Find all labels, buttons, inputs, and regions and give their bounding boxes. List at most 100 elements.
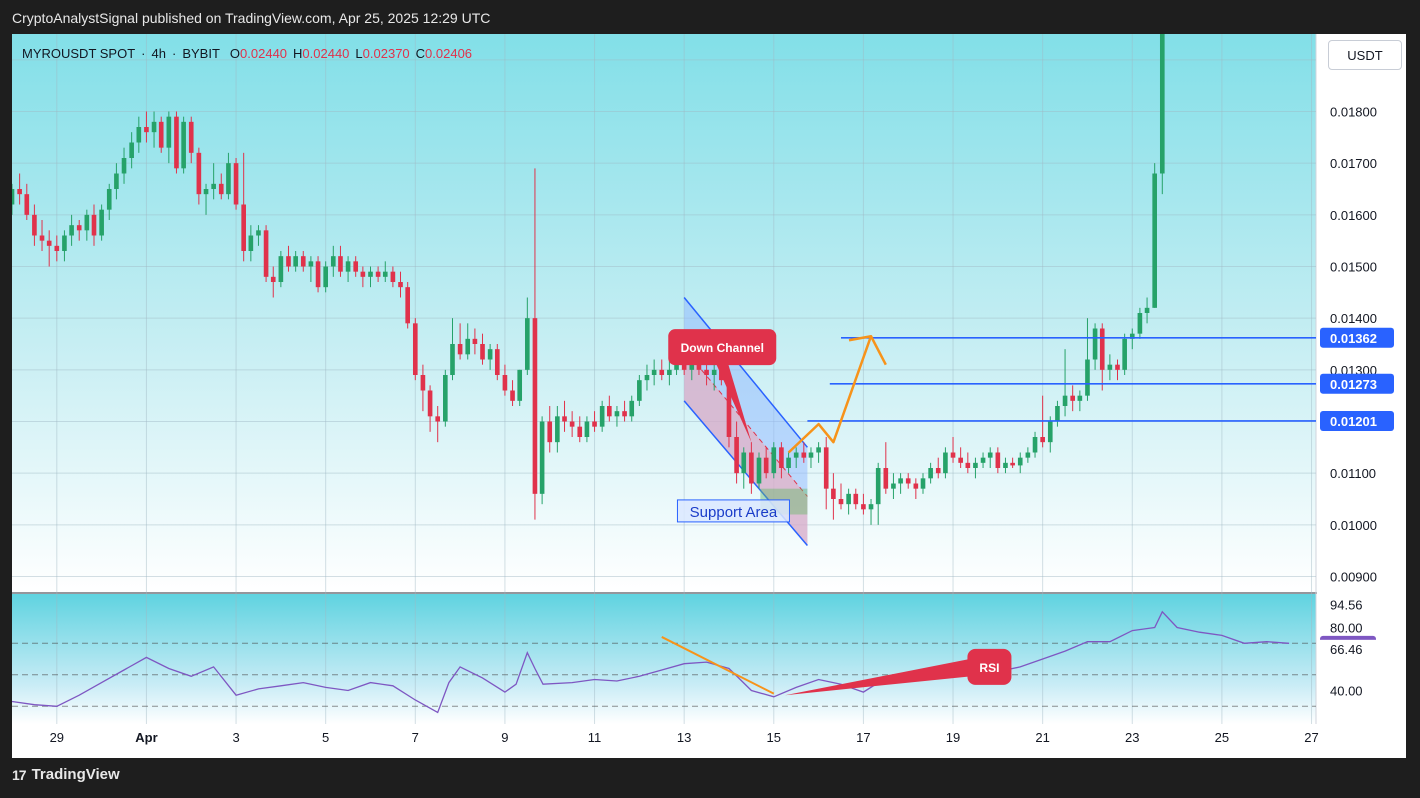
candle [435,406,441,443]
candle-body [405,287,410,324]
candle-body [569,421,575,427]
candle [226,152,231,200]
candle [779,442,784,479]
price-axis[interactable]: 0.009000.010000.011000.012000.013000.014… [1317,34,1406,724]
legend-dot: · [141,46,146,61]
candle [211,163,216,200]
price-tick-label: 0.01500 [1330,260,1377,275]
candle-body [1159,34,1165,174]
candle-body [726,380,732,437]
candle [76,220,82,241]
candle [801,442,807,463]
candle [644,364,650,391]
time-axis[interactable]: 29 Apr 3 5 7 9 11 13 15 17 19 21 23 25 27 [12,725,1406,758]
candle-body [211,183,216,189]
publisher-line: CryptoAnalystSignal published on Trading… [12,10,491,26]
candle [1129,328,1135,350]
candle [1137,307,1143,339]
candle [577,416,583,443]
candle [1003,457,1008,474]
candle [555,406,560,453]
chart-canvas[interactable]: RSI Support Area Down Channel 0.00900 0.01… [12,34,1406,758]
candle [330,245,336,277]
level-price-badge[interactable] [1320,327,1394,348]
candle-body [99,209,104,236]
level-price-badge[interactable] [1320,373,1394,394]
candle-body [487,349,493,360]
currency-unit-button[interactable]: USDT [1328,40,1402,70]
candle-body [472,338,478,344]
candle-body [763,457,769,474]
candle [450,318,455,381]
candle-body [69,225,74,236]
chart-frame[interactable]: RSI Support Area Down Channel 0.00900 0.01… [12,34,1406,758]
level-price-badge[interactable] [1320,410,1394,431]
candle-body [808,452,814,458]
candle [420,364,426,412]
candle [12,183,15,215]
rsi-tick-background [1320,618,1376,637]
candle-body [920,478,926,489]
candle [584,416,590,443]
candle [338,245,343,277]
legend-interval[interactable]: 4h [151,46,166,61]
candle-body [1017,457,1023,466]
projection-arrow[interactable] [787,335,873,454]
support-area-label: Support Area [690,504,778,521]
candle [188,116,194,164]
candle-body [644,375,650,381]
candle [905,473,911,489]
candle [831,473,836,520]
candle [592,411,597,432]
rsi-pane: RSI [12,610,1316,714]
candle [517,369,523,406]
candle-body [256,230,261,236]
candle [756,452,762,489]
horizontal-levels[interactable] [807,336,1316,422]
candle [427,385,433,432]
candle-body [1003,462,1008,468]
candle-body [480,344,485,360]
candle-body [1085,359,1090,396]
candle-body [443,375,448,422]
candle [360,266,366,288]
candle [950,437,956,463]
candle [861,493,866,515]
candle [614,406,620,427]
footer-brand[interactable]: 17 TradingView [12,766,120,783]
rsi-tick-background [1320,639,1376,658]
candle [1085,318,1090,401]
annotations[interactable]: Support Area Down Channel [668,329,887,523]
candle-body [1107,364,1113,370]
tradingview-logo-icon: 17 [12,766,27,783]
candle-body [17,189,22,195]
candle-body [494,349,500,375]
candle [920,473,926,494]
candle [24,183,30,220]
candle-body [651,369,657,375]
candle [1077,390,1083,412]
candle-body [592,421,597,427]
candle [1144,297,1150,324]
candle [868,499,874,525]
candle [151,111,157,148]
candle-body [1077,395,1083,401]
legend-dot: · [171,46,177,61]
candle-body [928,468,933,479]
candle [382,261,388,282]
price-tick-label: 0.01700 [1330,156,1377,171]
candle-body [607,406,612,417]
candle [808,447,814,468]
candle [935,457,941,479]
candle-body [629,400,635,417]
candle [1152,163,1157,308]
candle [106,183,112,220]
channel-upper-line[interactable] [683,297,808,448]
candle [121,147,127,184]
candle [943,447,948,479]
candle-body [584,421,590,437]
candle [987,447,993,468]
candle-body [517,369,523,401]
candle [898,473,903,494]
legend-symbol[interactable]: MYROUSDT SPOT [22,46,136,61]
